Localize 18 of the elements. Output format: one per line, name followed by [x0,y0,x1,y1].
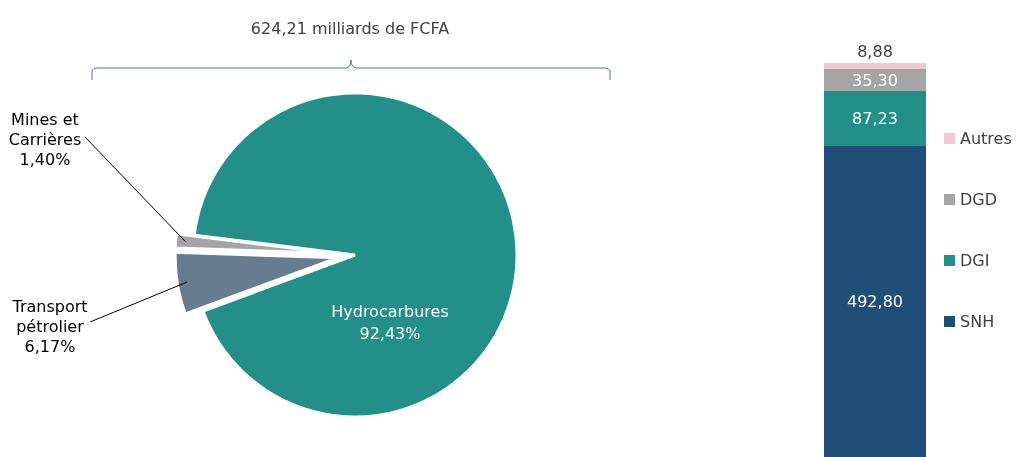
slice-label: Transport pétrolier [11,297,88,336]
legend-label: Autres [960,129,1012,148]
slice-label: Hydrocarbures [331,302,449,321]
data-label: 35,30 [852,70,898,90]
legend-label: DGI [960,251,990,270]
data-label: 1,40% [19,150,71,169]
data-label: 8,88 [857,42,893,61]
legend-label: SNH [960,312,995,331]
data-label: 87,23 [852,109,898,129]
data-label: 6,17% [24,337,76,356]
bar [824,63,926,69]
legend-label: DGD [960,190,998,209]
data-label: 92,43% [359,324,421,343]
bar [824,90,926,146]
slice-label: Mines et Carrières [8,110,82,149]
chart-title: 624,21 milliards de FCFA [250,19,450,38]
data-label: 492,80 [847,292,903,312]
bar [824,145,926,457]
